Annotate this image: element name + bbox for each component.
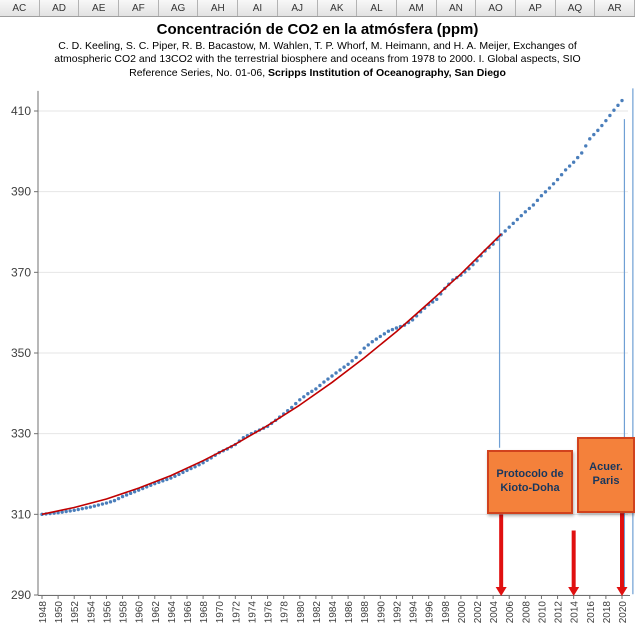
svg-text:2014: 2014	[570, 601, 581, 624]
column-header-am[interactable]: AM	[396, 0, 437, 16]
vertical-reference-lines	[498, 88, 634, 595]
column-header-ae[interactable]: AE	[79, 0, 120, 16]
co2-chart-card[interactable]: Concentración de CO2 en la atmósfera (pp…	[0, 21, 635, 640]
svg-text:1948: 1948	[38, 601, 49, 624]
axes	[37, 90, 630, 596]
svg-text:1974: 1974	[247, 601, 258, 624]
svg-text:2010: 2010	[537, 601, 548, 624]
annotation-kyoto-line-2: Kioto-Doha	[500, 481, 560, 494]
y-axis-labels: 290 310 330 350 370 390 410	[11, 104, 38, 602]
subtitle-line-3-bold: Scripps Institution of Oceanography, San…	[268, 66, 506, 79]
svg-text:2004: 2004	[489, 601, 500, 624]
column-header-aj[interactable]: AJ	[277, 0, 318, 16]
svg-text:1982: 1982	[312, 601, 323, 624]
svg-text:1978: 1978	[280, 601, 291, 624]
svg-text:2020: 2020	[618, 601, 629, 624]
svg-text:1960: 1960	[135, 601, 146, 624]
annotation-kyoto-line-1: Protocolo de	[496, 468, 564, 481]
event-arrows	[495, 513, 628, 596]
co2-scatter-plot: 290 310 330 350 370 390 410 1948 1950 1952 1954 195…	[11, 88, 634, 624]
svg-text:1986: 1986	[344, 601, 355, 624]
svg-text:1976: 1976	[264, 601, 275, 624]
svg-text:1970: 1970	[215, 601, 226, 624]
svg-text:2006: 2006	[505, 601, 516, 624]
subtitle-line-2: atmospheric CO2 and 13CO2 with the terre…	[54, 53, 581, 66]
svg-text:1990: 1990	[376, 601, 387, 624]
chart-subtitle: C. D. Keeling, S. C. Piper, R. B. Bacast…	[0, 40, 635, 80]
svg-text:1988: 1988	[360, 601, 371, 624]
svg-text:1996: 1996	[425, 601, 436, 624]
svg-text:350: 350	[11, 346, 31, 360]
svg-text:1992: 1992	[392, 601, 403, 624]
column-header-al[interactable]: AL	[357, 0, 397, 16]
annotation-paris-agreement[interactable]: Acuer. Paris	[577, 436, 635, 513]
svg-text:290: 290	[11, 588, 31, 602]
svg-text:2002: 2002	[473, 601, 484, 624]
plot-area: 290 310 330 350 370 390 410 1948 1950 1952 1954 195…	[0, 80, 635, 640]
svg-text:2012: 2012	[554, 601, 565, 624]
spreadsheet-column-headers: AC AD AE AF AG AH AI AJ AK AL AM AN AO AP AQ AR	[0, 0, 635, 17]
column-header-ak[interactable]: AK	[317, 0, 358, 16]
svg-text:1958: 1958	[119, 601, 130, 624]
svg-text:1966: 1966	[183, 601, 194, 624]
subtitle-line-3-normal: Reference Series, No. 01-06,	[129, 66, 269, 79]
trend-line-series	[41, 233, 502, 516]
svg-text:370: 370	[11, 265, 31, 279]
column-header-ad[interactable]: AD	[39, 0, 80, 16]
svg-text:390: 390	[11, 185, 31, 199]
svg-text:1962: 1962	[151, 601, 162, 624]
svg-text:1950: 1950	[54, 601, 65, 624]
column-header-ap[interactable]: AP	[515, 0, 556, 16]
svg-text:1964: 1964	[167, 601, 178, 624]
column-header-aq[interactable]: AQ	[555, 0, 596, 16]
column-header-ag[interactable]: AG	[158, 0, 199, 16]
gridlines	[38, 110, 628, 596]
subtitle-line-3: Reference Series, No. 01-06, Scripps Ins…	[0, 67, 635, 80]
svg-text:2018: 2018	[602, 601, 613, 624]
svg-text:2016: 2016	[586, 601, 597, 624]
svg-text:1972: 1972	[231, 601, 242, 624]
svg-text:330: 330	[11, 427, 31, 441]
annotation-paris-line-1: Acuer.	[589, 461, 623, 474]
svg-text:310: 310	[11, 507, 31, 521]
svg-text:1984: 1984	[328, 601, 339, 624]
column-header-an[interactable]: AN	[436, 0, 477, 16]
svg-text:1994: 1994	[409, 601, 420, 624]
annotation-paris-line-2: Paris	[592, 474, 620, 487]
svg-text:1954: 1954	[86, 601, 97, 624]
chart-title: Concentración de CO2 en la atmósfera (pp…	[156, 21, 479, 38]
column-header-ao[interactable]: AO	[476, 0, 516, 16]
column-header-ah[interactable]: AH	[198, 0, 239, 16]
svg-text:1952: 1952	[70, 601, 81, 624]
svg-text:1980: 1980	[296, 601, 307, 624]
svg-text:1998: 1998	[441, 601, 452, 624]
column-header-ac[interactable]: AC	[0, 0, 40, 16]
svg-text:2000: 2000	[457, 601, 468, 624]
svg-text:1968: 1968	[199, 601, 210, 624]
svg-text:1956: 1956	[102, 601, 113, 624]
svg-text:410: 410	[11, 104, 31, 118]
subtitle-line-1: C. D. Keeling, S. C. Piper, R. B. Bacast…	[58, 40, 577, 52]
column-header-af[interactable]: AF	[119, 0, 159, 16]
column-header-ai[interactable]: AI	[238, 0, 278, 16]
column-header-ar[interactable]: AR	[595, 0, 635, 16]
x-axis-labels: 1948 1950 1952 1954 1956 1958 1960 1962 1964 1966…	[38, 594, 629, 624]
svg-text:2008: 2008	[521, 601, 532, 624]
annotation-kyoto-doha-protocol[interactable]: Protocolo de Kioto-Doha	[487, 449, 573, 514]
